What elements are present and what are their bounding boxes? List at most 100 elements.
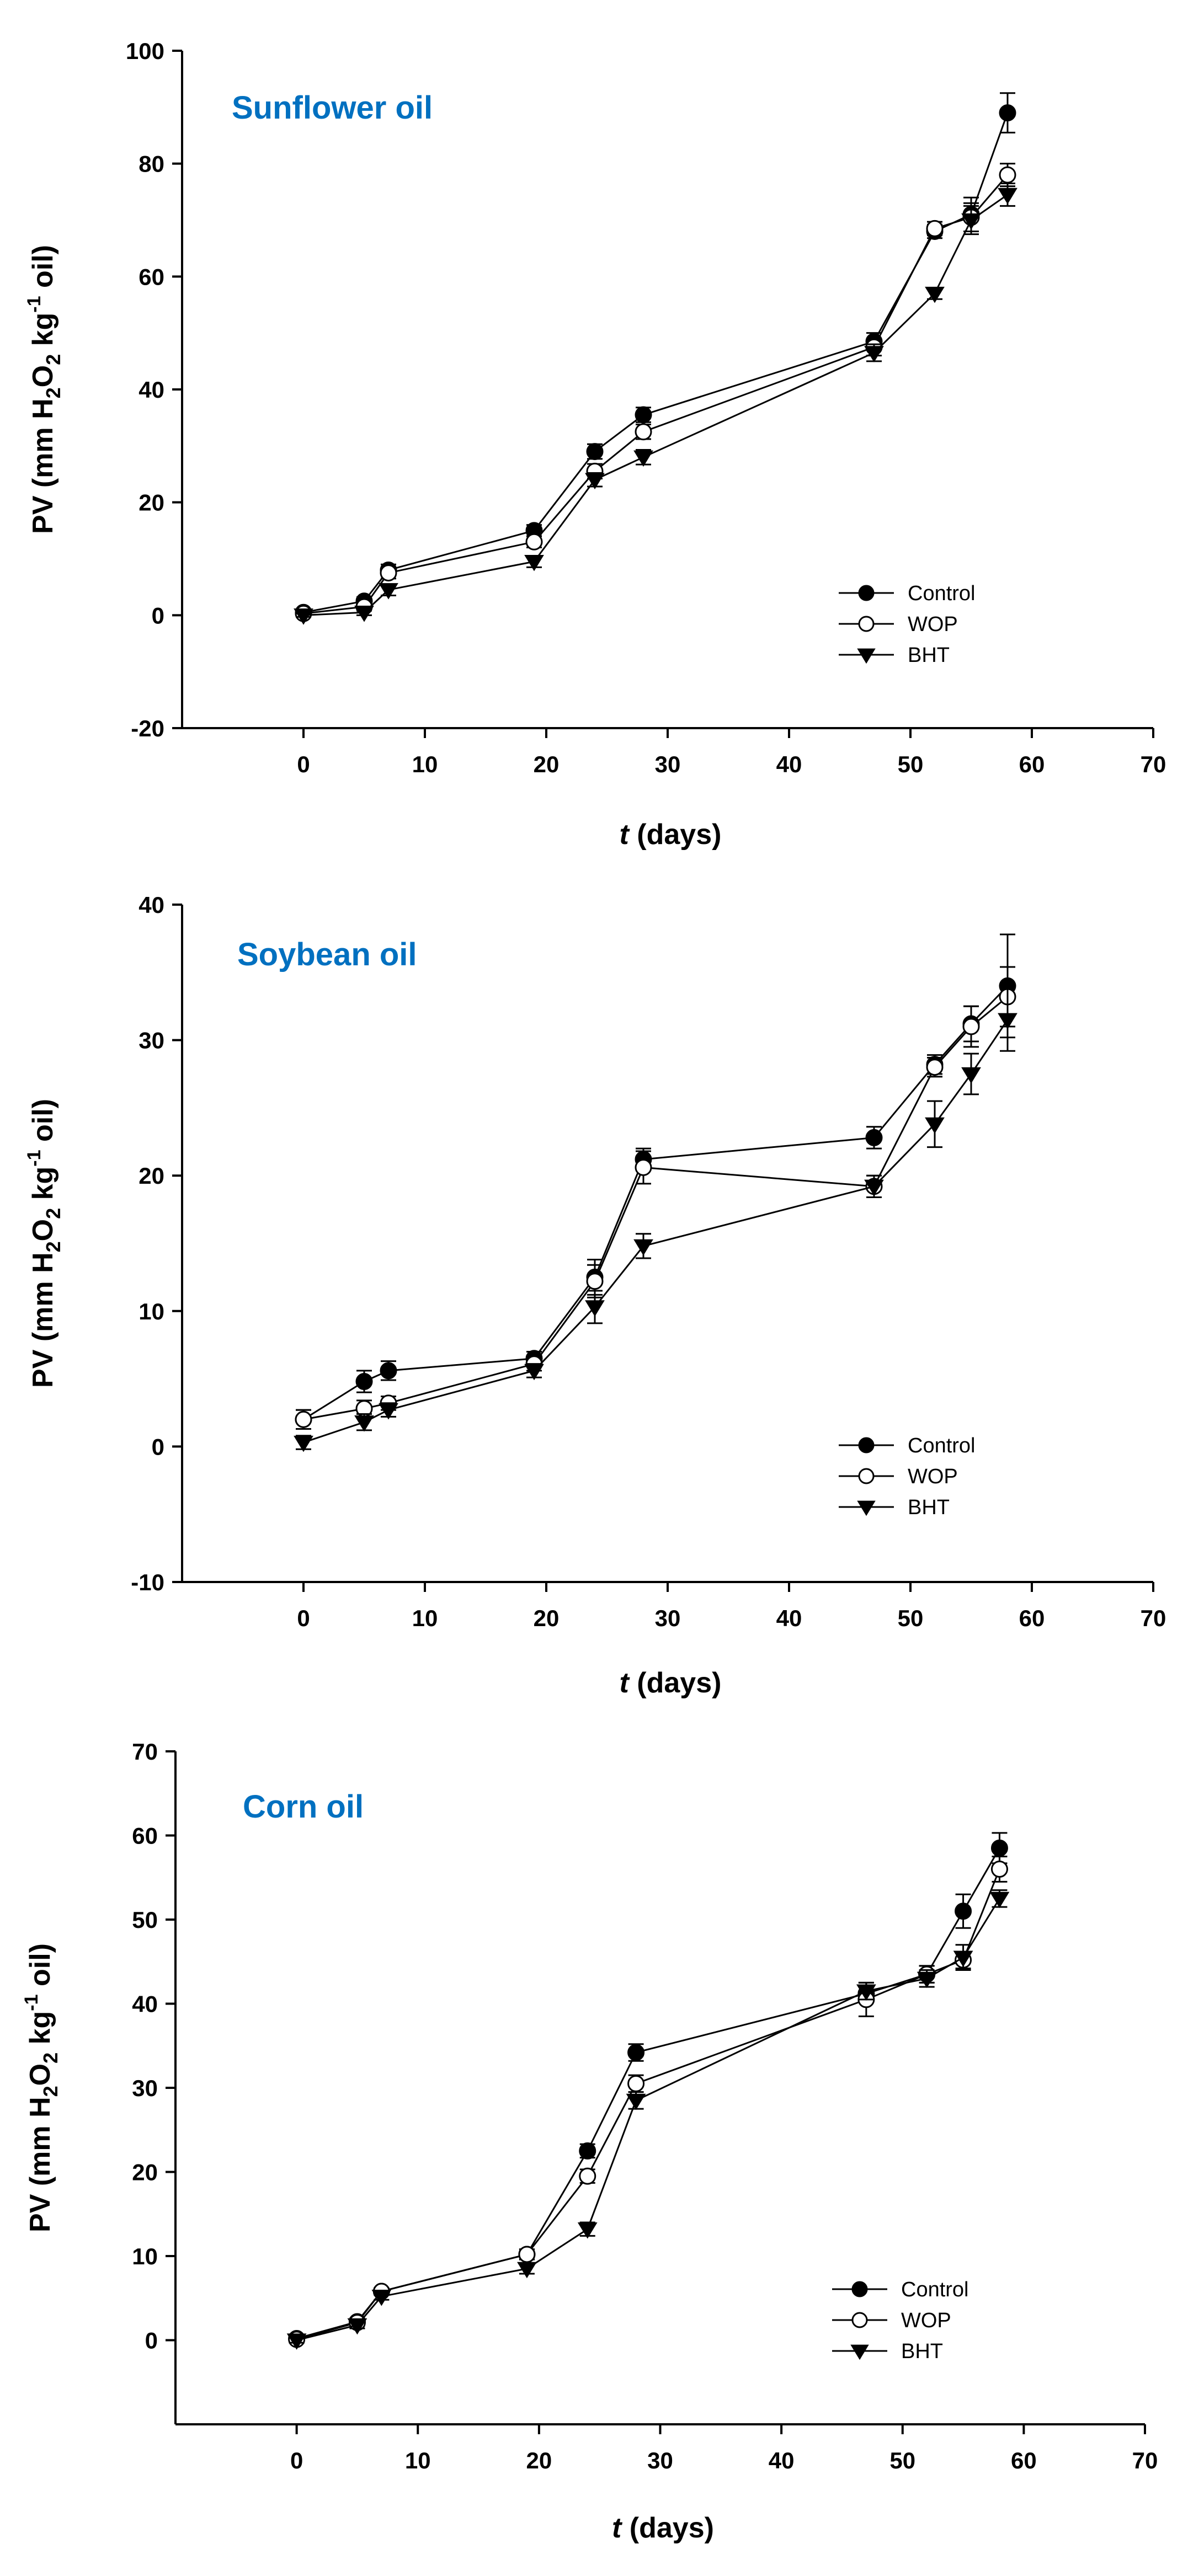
x-tick-label: 60: [1011, 2447, 1037, 2473]
data-point-wop: [926, 1059, 944, 1076]
y-axis-title: PV (mm H2O2 kg-1 oil): [24, 1099, 65, 1388]
data-point-control: [627, 2044, 645, 2061]
y-tick-label: 60: [138, 264, 164, 290]
data-point-bht: [626, 2093, 646, 2110]
series-wop: [295, 966, 1016, 1430]
series-control: [295, 92, 1016, 621]
data-point-bht: [633, 450, 653, 467]
series-line-bht: [296, 1898, 1000, 2341]
data-point-bht: [379, 583, 398, 600]
legend-label: BHT: [908, 1496, 950, 1519]
x-tick-label: 10: [412, 1605, 438, 1631]
legend-marker-bht: [857, 1500, 876, 1516]
series-line-bht: [303, 194, 1008, 616]
data-point-wop: [627, 2075, 645, 2092]
data-point-bht: [347, 2318, 367, 2335]
x-axis-title: t (days): [612, 2512, 714, 2544]
y-tick-label: 10: [132, 2243, 158, 2269]
data-point-bht: [524, 554, 544, 571]
legend-marker-bht: [850, 2344, 869, 2360]
y-tick-label: 30: [138, 1028, 164, 1054]
series-line-bht: [303, 1019, 1009, 1444]
data-point-bht: [856, 1984, 876, 2001]
x-tick-label: 40: [769, 2447, 795, 2473]
y-tick-label: 70: [132, 1739, 158, 1765]
data-point-bht: [925, 1117, 945, 1134]
data-point-bht: [524, 1364, 544, 1381]
x-tick-label: 70: [1132, 2447, 1158, 2473]
x-tick-label: 30: [655, 751, 681, 777]
data-point-control: [955, 1902, 972, 1920]
data-point-control: [586, 443, 604, 461]
series-wop: [295, 163, 1016, 622]
panel-2: -10 0 10 20 30 40 0 10 20 30 40 50 60 70 Soybean oil t …: [24, 892, 1166, 1699]
y-tick-label: 20: [138, 1163, 164, 1189]
data-point-bht: [379, 1403, 398, 1420]
data-point-bht: [998, 1013, 1017, 1030]
series-control: [295, 933, 1016, 1430]
data-point-wop: [635, 423, 652, 441]
x-axis-title: t (days): [620, 1667, 722, 1699]
data-point-wop: [586, 1273, 604, 1290]
data-point-wop: [295, 1410, 312, 1428]
y-axis-title: PV (mm H2O2 kg-1 oil): [24, 245, 65, 534]
data-point-bht: [961, 213, 981, 230]
data-point-bht: [294, 1435, 313, 1452]
x-tick-label: 30: [647, 2447, 673, 2473]
legend-label: BHT: [901, 2340, 943, 2363]
x-tick-label: 50: [898, 751, 924, 777]
data-point-bht: [925, 286, 945, 303]
panel-3: 0 10 20 30 40 50 60 70 0 10 20 30 40 50 60 70 Corn oil t …: [21, 1739, 1158, 2544]
data-point-bht: [577, 2222, 598, 2239]
data-point-wop: [380, 564, 397, 582]
data-point-bht: [371, 2290, 392, 2306]
x-tick-label: 10: [412, 751, 438, 777]
data-point-wop: [525, 533, 543, 551]
data-point-bht: [998, 188, 1017, 205]
data-point-control: [990, 1839, 1008, 1857]
series-line-wop: [296, 1868, 1000, 2340]
data-point-bht: [953, 1950, 973, 1967]
y-tick-label: 50: [132, 1907, 158, 1933]
data-point-control: [579, 2142, 596, 2160]
y-tick-label: 0: [152, 602, 164, 628]
y-tick-label: 40: [138, 892, 164, 918]
data-point-bht: [294, 608, 313, 625]
legend-marker-control: [858, 1437, 875, 1453]
data-point-bht: [917, 1971, 937, 1989]
data-point-bht: [989, 1891, 1010, 1909]
data-point-control: [380, 1362, 397, 1380]
series-line-control: [303, 985, 1009, 1420]
series-bht: [286, 1889, 1010, 2350]
data-point-bht: [585, 1300, 605, 1317]
x-tick-label: 70: [1141, 1605, 1166, 1631]
data-point-bht: [585, 473, 605, 490]
data-point-bht: [633, 1239, 653, 1256]
legend: Control WOP BHT: [839, 582, 976, 667]
y-tick-label: 20: [138, 490, 164, 516]
legend-marker-wop: [858, 1468, 875, 1484]
y-tick-label: 100: [126, 38, 164, 64]
data-point-bht: [517, 2262, 537, 2279]
x-tick-label: 10: [405, 2447, 431, 2473]
y-tick-label: 10: [138, 1298, 164, 1324]
y-tick-label: 30: [132, 2075, 158, 2101]
y-tick-label: -10: [131, 1569, 164, 1595]
legend: Control WOP BHT: [839, 1434, 976, 1519]
panel-1: -20 0 20 40 60 80 100 0 10 20 30 40 50 60 70 Sunflower …: [24, 38, 1166, 851]
x-tick-label: 40: [776, 751, 802, 777]
data-point-bht: [354, 606, 374, 622]
series-wop: [288, 1856, 1008, 2348]
x-tick-label: 50: [889, 2447, 915, 2473]
series-line-control: [296, 1847, 1000, 2339]
x-tick-label: 20: [526, 2447, 552, 2473]
legend-label: Control: [908, 1434, 976, 1457]
legend-label: WOP: [901, 2309, 951, 2332]
data-point-control: [865, 1129, 883, 1146]
legend-label: Control: [908, 582, 976, 605]
data-point-control: [635, 406, 652, 424]
y-tick-label: 20: [132, 2160, 158, 2185]
data-point-bht: [961, 1067, 981, 1084]
data-point-wop: [999, 166, 1016, 184]
